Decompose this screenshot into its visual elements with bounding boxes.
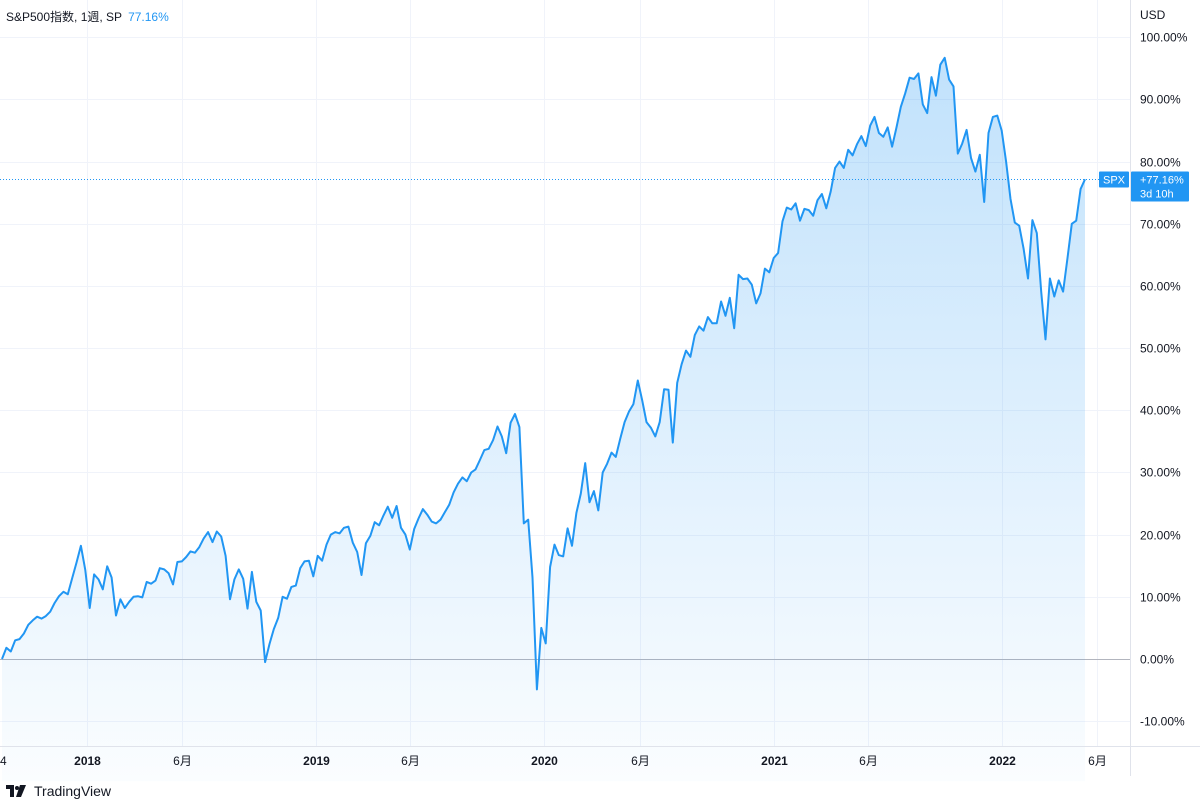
symbol-label-box bbox=[1099, 171, 1129, 188]
symbol-change-value: 77.16% bbox=[128, 10, 169, 24]
y-tick-label: 40.00% bbox=[1140, 404, 1181, 418]
tradingview-logo-icon bbox=[6, 785, 26, 797]
series-area bbox=[2, 57, 1085, 782]
price-axis-currency: USD bbox=[1140, 8, 1166, 22]
x-tick-label: 2019 bbox=[303, 754, 330, 768]
y-tick-label: -10.00% bbox=[1140, 715, 1185, 729]
x-tick-label: 6月 bbox=[631, 754, 650, 768]
countdown-text: 3d 10h bbox=[1140, 189, 1174, 201]
brand-footer[interactable]: TradingView bbox=[6, 783, 111, 799]
series-line[interactable] bbox=[1, 56, 1086, 691]
brand-name: TradingView bbox=[34, 783, 112, 799]
x-tick-label: 6月 bbox=[1088, 754, 1107, 768]
y-tick-label: 0.00% bbox=[1140, 653, 1174, 667]
y-tick-label: 20.00% bbox=[1140, 529, 1181, 543]
symbol-label: SPX bbox=[1103, 175, 1126, 187]
chart-legend[interactable]: S&P500指数, 1週, SP 77.16% bbox=[6, 8, 169, 25]
time-axis[interactable]: 4 2018 6月 2019 6月 2020 6月 2021 6月 2022 6月 bbox=[0, 754, 1107, 768]
price-axis[interactable]: -10.00% 0.00% 10.00% 20.00% 30.00% 40.00% 50.0… bbox=[1140, 31, 1188, 729]
x-tick-label: 6月 bbox=[859, 754, 878, 768]
y-tick-label: 30.00% bbox=[1140, 466, 1181, 480]
y-tick-label: 60.00% bbox=[1140, 280, 1181, 294]
last-value-box bbox=[1131, 171, 1189, 202]
y-tick-label: 80.00% bbox=[1140, 156, 1181, 170]
y-tick-label: 90.00% bbox=[1140, 93, 1181, 107]
symbol-title: S&P500指数, 1週, SP bbox=[6, 10, 123, 24]
y-tick-label: 10.00% bbox=[1140, 591, 1181, 605]
y-tick-label: 70.00% bbox=[1140, 218, 1181, 232]
last-value-label: SPX +77.16% 3d 10h bbox=[1099, 171, 1189, 202]
x-tick-label: 2020 bbox=[531, 754, 558, 768]
x-tick-label: 2021 bbox=[761, 754, 788, 768]
x-tick-label: 6月 bbox=[401, 754, 420, 768]
x-tick-label: 2018 bbox=[74, 754, 101, 768]
y-tick-label: 100.00% bbox=[1140, 31, 1188, 45]
y-tick-label: 50.00% bbox=[1140, 342, 1181, 356]
x-tick-label: 6月 bbox=[173, 754, 192, 768]
x-tick-label: 4 bbox=[0, 754, 7, 768]
last-value-text: +77.16% bbox=[1140, 175, 1184, 187]
x-tick-label: 2022 bbox=[989, 754, 1016, 768]
